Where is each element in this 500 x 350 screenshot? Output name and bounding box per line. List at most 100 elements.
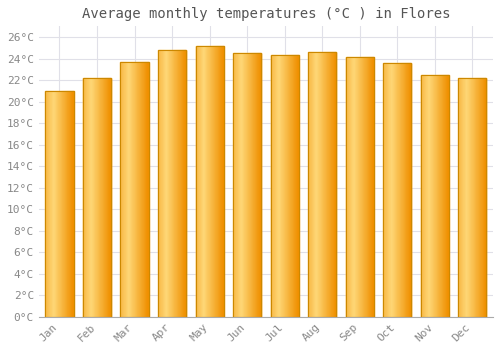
Bar [158, 50, 159, 317]
Bar [473, 78, 474, 317]
Bar [101, 78, 102, 317]
Bar [459, 78, 460, 317]
Bar [108, 78, 109, 317]
Bar [249, 53, 250, 317]
Bar [70, 91, 72, 317]
Bar [161, 50, 162, 317]
Bar [408, 63, 409, 317]
Bar [55, 91, 56, 317]
Bar [481, 78, 482, 317]
Bar [58, 91, 59, 317]
Bar [73, 91, 74, 317]
Bar [180, 50, 181, 317]
Bar [223, 46, 224, 317]
Bar [393, 63, 394, 317]
Bar [256, 53, 258, 317]
Bar [278, 55, 279, 317]
Bar [277, 55, 278, 317]
Bar [421, 75, 422, 317]
Bar [472, 78, 473, 317]
Bar [368, 57, 369, 317]
Bar [476, 78, 477, 317]
Bar [243, 53, 244, 317]
Bar [423, 75, 424, 317]
Bar [319, 52, 320, 317]
Bar [185, 50, 186, 317]
Bar [478, 78, 479, 317]
Bar [129, 62, 130, 317]
Bar [57, 91, 58, 317]
Bar [85, 78, 86, 317]
Bar [179, 50, 180, 317]
Bar [279, 55, 280, 317]
Bar [350, 57, 351, 317]
Bar [94, 78, 96, 317]
Bar [134, 62, 135, 317]
Bar [461, 78, 462, 317]
Bar [395, 63, 396, 317]
Bar [163, 50, 164, 317]
Bar [250, 53, 251, 317]
Bar [392, 63, 393, 317]
Bar [427, 75, 428, 317]
Title: Average monthly temperatures (°C ) in Flores: Average monthly temperatures (°C ) in Fl… [82, 7, 450, 21]
Bar [197, 46, 198, 317]
Bar [248, 53, 249, 317]
Bar [139, 62, 140, 317]
Bar [68, 91, 69, 317]
Bar [160, 50, 161, 317]
Bar [330, 52, 332, 317]
Bar [275, 55, 276, 317]
Bar [98, 78, 99, 317]
Bar [215, 46, 216, 317]
Bar [435, 75, 436, 317]
Bar [83, 78, 84, 317]
Bar [434, 75, 435, 317]
Bar [97, 78, 98, 317]
Bar [460, 78, 461, 317]
Bar [282, 55, 283, 317]
Bar [357, 57, 358, 317]
Bar [218, 46, 219, 317]
Bar [121, 62, 122, 317]
Bar [362, 57, 363, 317]
Bar [397, 63, 398, 317]
Bar [198, 46, 199, 317]
Bar [364, 57, 365, 317]
Bar [147, 62, 148, 317]
Bar [83, 78, 111, 317]
Bar [360, 57, 361, 317]
Bar [440, 75, 441, 317]
Bar [202, 46, 203, 317]
Bar [63, 91, 64, 317]
Bar [410, 63, 411, 317]
Bar [238, 53, 240, 317]
Bar [102, 78, 103, 317]
Bar [173, 50, 174, 317]
Bar [206, 46, 207, 317]
Bar [383, 63, 384, 317]
Bar [437, 75, 438, 317]
Bar [246, 53, 247, 317]
Bar [369, 57, 370, 317]
Bar [51, 91, 52, 317]
Bar [272, 55, 273, 317]
Bar [207, 46, 208, 317]
Bar [64, 91, 65, 317]
Bar [56, 91, 57, 317]
Bar [220, 46, 221, 317]
Bar [387, 63, 388, 317]
Bar [236, 53, 237, 317]
Bar [276, 55, 277, 317]
Bar [324, 52, 325, 317]
Bar [92, 78, 93, 317]
Bar [48, 91, 49, 317]
Bar [105, 78, 106, 317]
Bar [46, 91, 74, 317]
Bar [205, 46, 206, 317]
Bar [175, 50, 176, 317]
Bar [219, 46, 220, 317]
Bar [325, 52, 326, 317]
Bar [88, 78, 89, 317]
Bar [405, 63, 406, 317]
